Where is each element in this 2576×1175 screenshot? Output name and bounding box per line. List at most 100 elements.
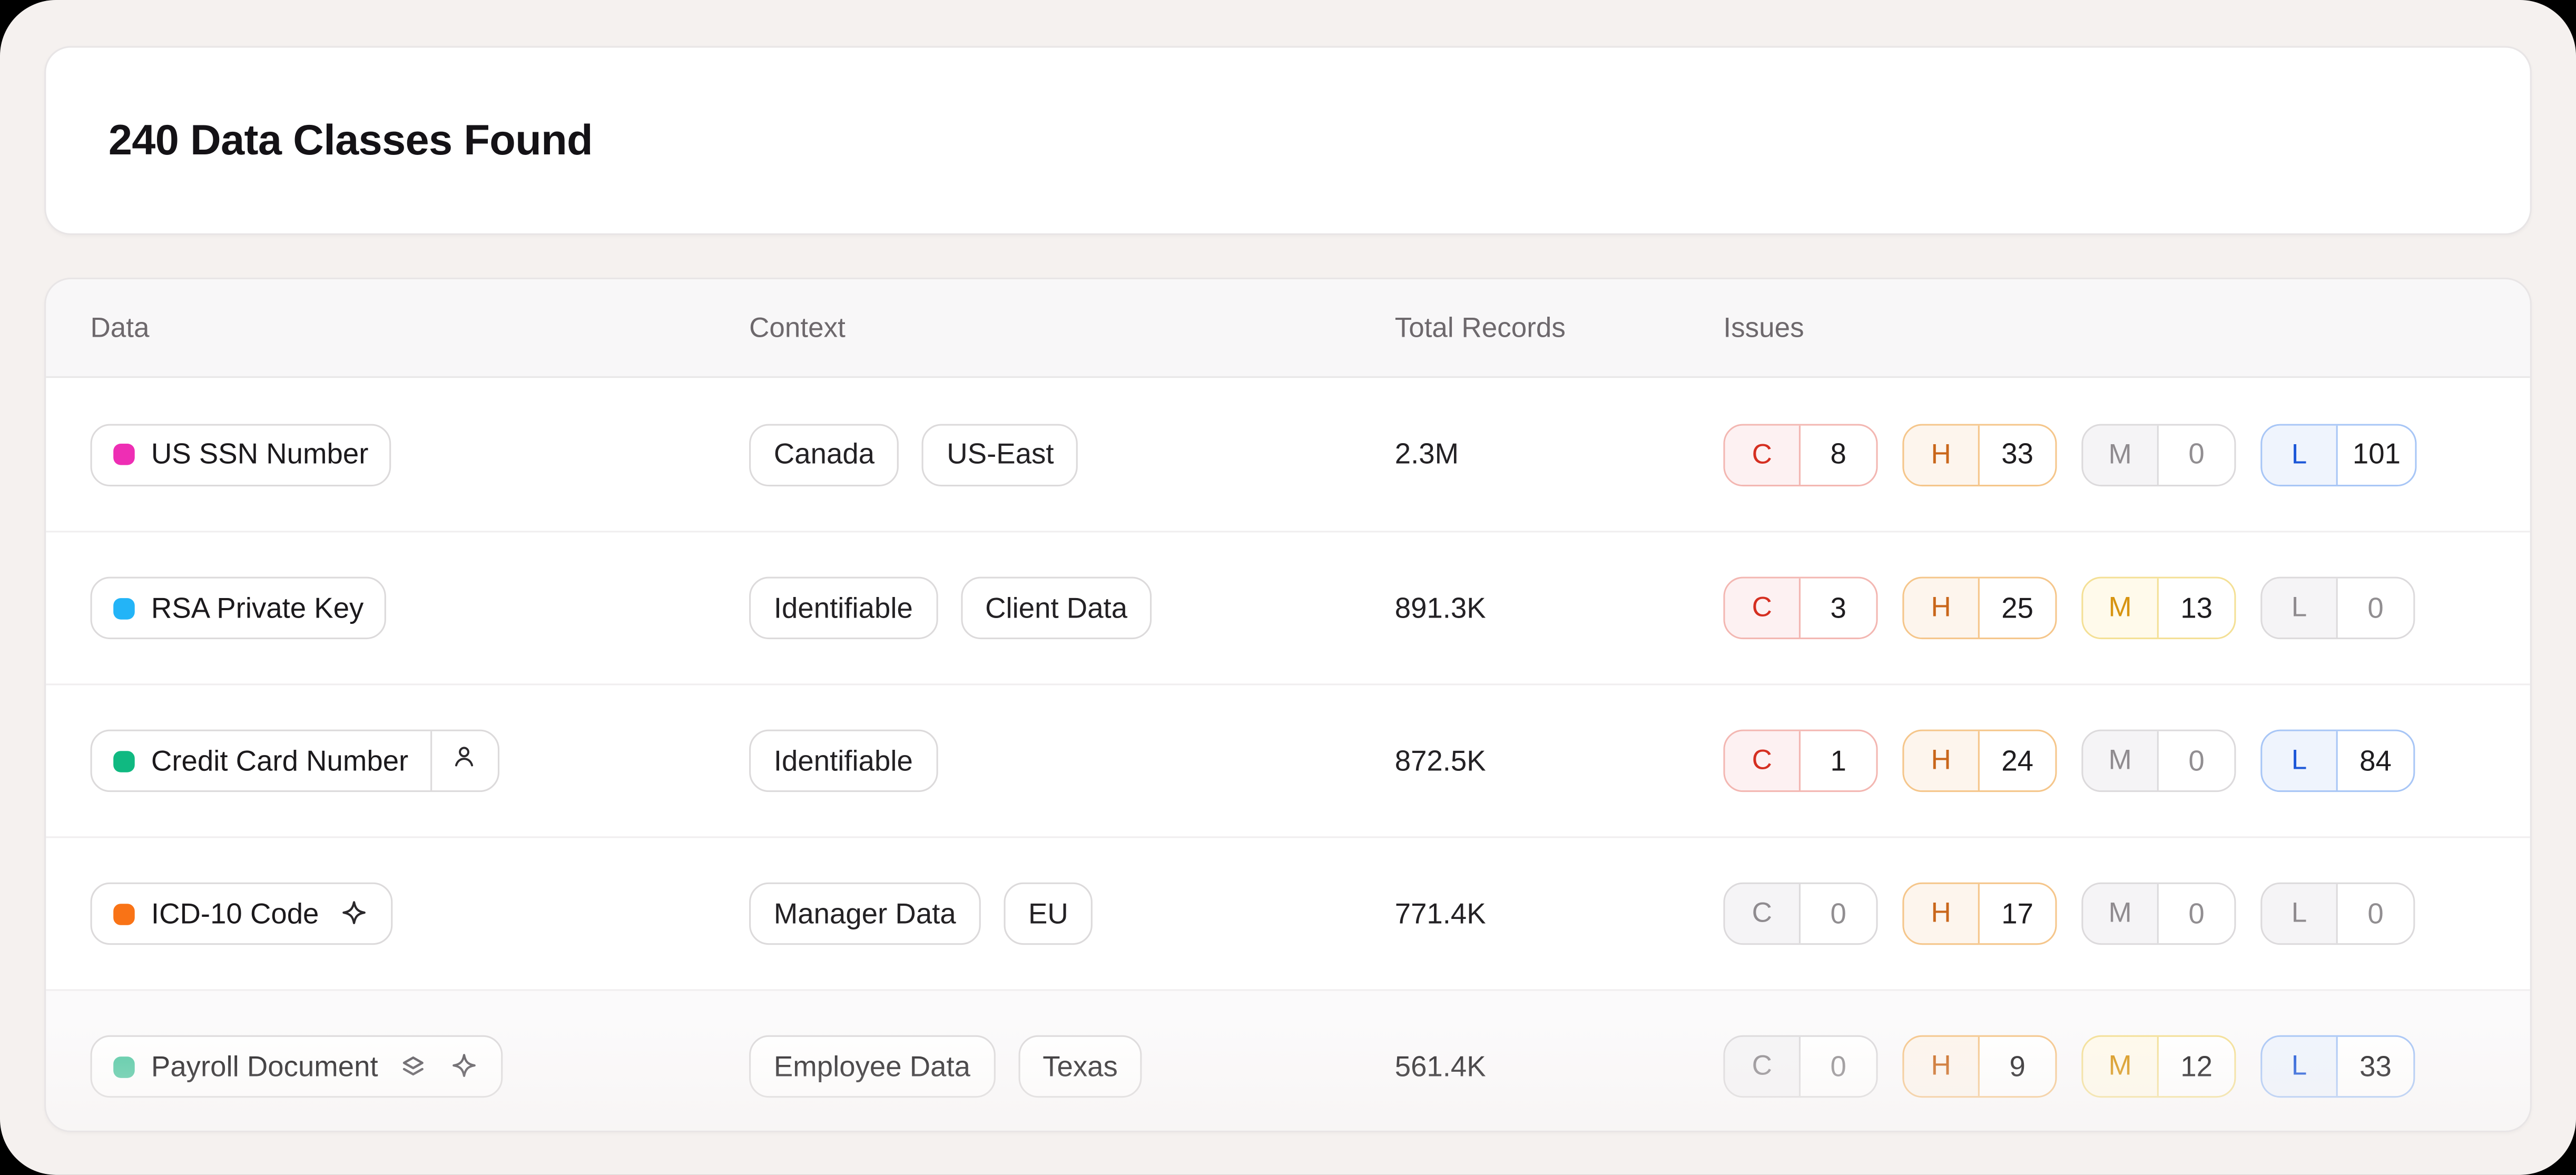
data-class-chip[interactable]: Credit Card Number (90, 729, 499, 792)
issue-count: 0 (2337, 884, 2414, 944)
data-class-color-dot (113, 750, 135, 772)
context-chip[interactable]: Identifiable (749, 729, 938, 792)
context-chip[interactable]: Client Data (960, 576, 1152, 640)
total-records-value: 771.4K (1394, 896, 1486, 929)
page-title: 240 Data Classes Found (108, 115, 593, 164)
data-class-label: Payroll Document (151, 1049, 378, 1082)
issue-count: 84 (2337, 731, 2414, 791)
data-class-chip[interactable]: ICD-10 Code (90, 882, 393, 945)
issue-count: 33 (1979, 425, 2056, 484)
table-header-row: Data Context Total Records Issues (46, 279, 2530, 378)
issue-count: 8 (1801, 425, 1876, 484)
context-chip[interactable]: Canada (749, 423, 899, 486)
context-chip[interactable]: Texas (1018, 1035, 1143, 1098)
issue-severity-letter: C (1725, 731, 1801, 791)
issues-cell: C 3 H 25 M 13 L 0 (1723, 576, 2485, 640)
context-chip-label: US-East (947, 437, 1054, 470)
issue-count: 101 (2337, 425, 2416, 484)
column-header-context: Context (749, 311, 845, 343)
issue-badge-medium[interactable]: M 13 (2081, 576, 2236, 640)
data-cell: US SSN Number (90, 423, 750, 486)
context-chip[interactable]: Manager Data (749, 882, 981, 945)
issue-count: 0 (2158, 731, 2235, 791)
data-class-label: US SSN Number (151, 437, 369, 470)
issue-severity-letter: H (1904, 425, 1980, 484)
data-cell: Credit Card Number (90, 729, 750, 792)
table-row[interactable]: Credit Card Number Identifiable 872.5K C 1 H 2… (46, 683, 2530, 837)
table-row[interactable]: ICD-10 Code Manager Data EU 771.4K C 0 H 17 M 0 L 0 (46, 836, 2530, 990)
issue-severity-letter: H (1904, 884, 1980, 944)
total-records-value: 891.3K (1394, 591, 1486, 624)
issue-badge-low[interactable]: L 33 (2260, 1035, 2415, 1098)
issue-severity-letter: M (2083, 731, 2159, 791)
issue-severity-letter: C (1725, 1036, 1801, 1096)
context-chip-label: Canada (773, 437, 875, 470)
issues-cell: C 0 H 9 M 12 L 33 (1723, 1035, 2485, 1098)
total-records-value: 561.4K (1394, 1049, 1486, 1082)
issue-badge-high[interactable]: H 25 (1902, 576, 2057, 640)
context-cell: Manager Data EU (749, 882, 1395, 945)
issue-count: 0 (1801, 884, 1876, 944)
issue-count: 25 (1979, 578, 2056, 638)
issues-cell: C 0 H 17 M 0 L 0 (1723, 882, 2485, 945)
data-class-chip[interactable]: RSA Private Key (90, 576, 387, 640)
data-cell: RSA Private Key (90, 576, 750, 640)
context-chip[interactable]: US-East (922, 423, 1079, 486)
table-body: US SSN Number Canada US-East 2.3M C 8 H 33 M 0 L 10… (46, 378, 2530, 1131)
sparkle-icon (449, 1051, 480, 1082)
context-chip[interactable]: Identifiable (749, 576, 938, 640)
column-header-total-records: Total Records (1394, 311, 1566, 343)
total-records-cell: 561.4K (1395, 1049, 1724, 1083)
context-chip-label: Identifiable (773, 591, 913, 624)
data-cell: Payroll Document (90, 1035, 750, 1098)
layers-icon (398, 1051, 429, 1082)
summary-card: 240 Data Classes Found (44, 46, 2532, 235)
issue-count: 0 (2337, 578, 2414, 638)
total-records-cell: 872.5K (1395, 743, 1724, 778)
data-class-color-dot (113, 903, 135, 925)
data-class-chip-main: RSA Private Key (92, 579, 385, 638)
context-cell: Canada US-East (749, 423, 1395, 486)
context-chip-label: Employee Data (773, 1049, 971, 1082)
issue-severity-letter: L (2262, 425, 2338, 484)
issue-severity-letter: L (2262, 1036, 2338, 1096)
table-row[interactable]: US SSN Number Canada US-East 2.3M C 8 H 33 M 0 L 10… (46, 378, 2530, 531)
context-chip-label: Identifiable (773, 743, 913, 777)
data-class-color-dot (113, 597, 135, 619)
data-class-chip[interactable]: Payroll Document (90, 1035, 503, 1098)
data-class-chip[interactable]: US SSN Number (90, 423, 392, 486)
issue-count: 12 (2158, 1036, 2235, 1096)
issue-count: 24 (1979, 731, 2056, 791)
data-class-label: Credit Card Number (151, 743, 409, 777)
context-chip[interactable]: Employee Data (749, 1035, 995, 1098)
data-cell: ICD-10 Code (90, 882, 750, 945)
issue-count: 3 (1801, 578, 1876, 638)
person-icon (450, 743, 478, 779)
issue-count: 17 (1979, 884, 2056, 944)
issue-badge-low[interactable]: L 101 (2260, 423, 2417, 486)
chip-icon-segment[interactable] (429, 731, 497, 791)
issue-badge-high[interactable]: H 17 (1902, 882, 2057, 945)
data-classes-table: Data Context Total Records Issues US SSN… (44, 278, 2532, 1132)
table-row[interactable]: RSA Private Key Identifiable Client Data 89… (46, 531, 2530, 684)
table-row[interactable]: Payroll Document Employee Data Texas 561.4K… (46, 989, 2530, 1131)
issue-badge-low[interactable]: L 84 (2260, 729, 2415, 792)
issue-badge-high[interactable]: H 24 (1902, 729, 2057, 792)
issue-count: 13 (2158, 578, 2235, 638)
issue-badge-medium[interactable]: M 12 (2081, 1035, 2236, 1098)
context-chip[interactable]: EU (1004, 882, 1093, 945)
issue-badge-high[interactable]: H 33 (1902, 423, 2057, 486)
